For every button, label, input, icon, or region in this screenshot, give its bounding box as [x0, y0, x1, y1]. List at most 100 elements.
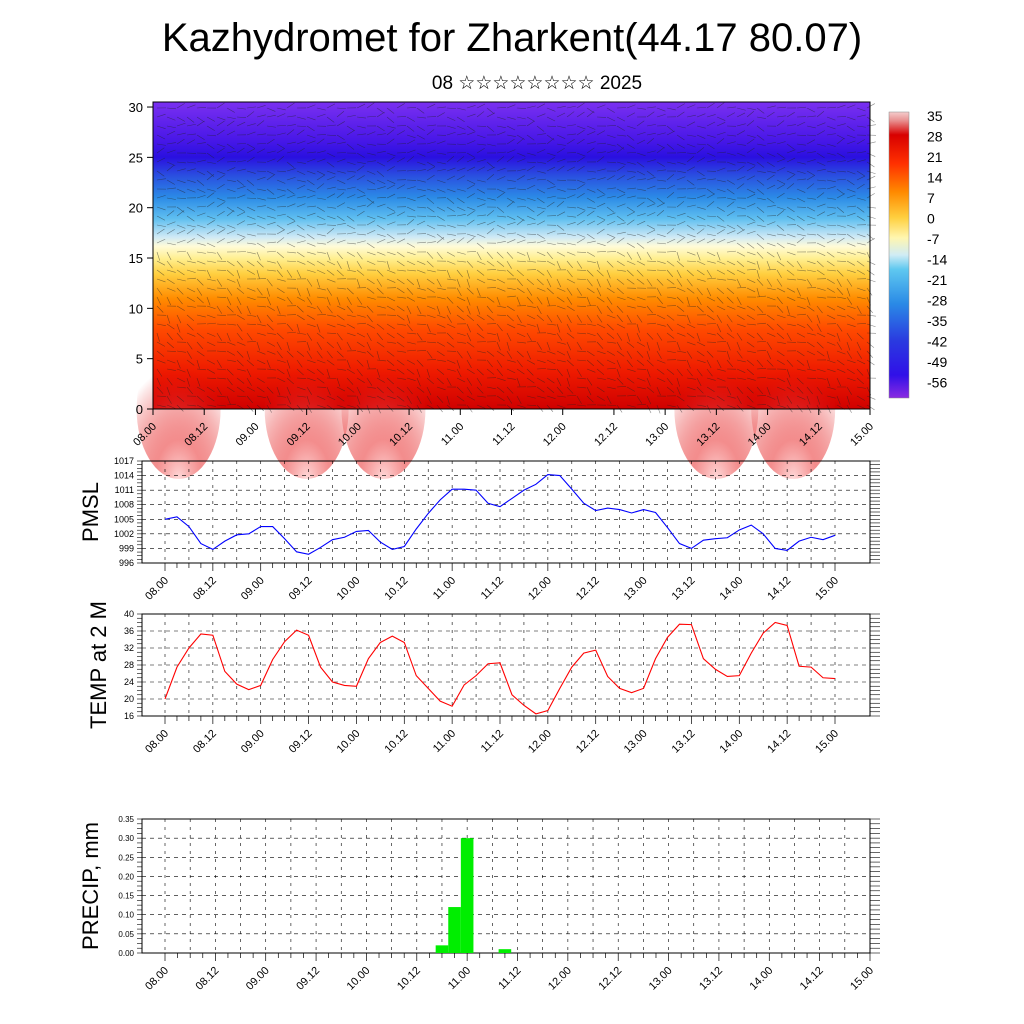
precip-ytick-label: 0.00 [118, 949, 134, 958]
precip-xtick-label: 08.00 [143, 965, 171, 993]
temp-ytick-label: 20 [124, 694, 134, 704]
precip-xtick-label: 09.12 [294, 965, 322, 993]
precip-xtick-label: 11.00 [446, 965, 473, 992]
colorbar-label: -49 [927, 354, 947, 370]
precip-bar [435, 945, 449, 953]
precip-xtick-label: 13.12 [697, 965, 725, 993]
temp-xtick-label: 11.12 [479, 728, 506, 755]
temp-xtick-label: 08.00 [143, 728, 171, 756]
pmsl-xtick-label: 15.00 [813, 575, 841, 603]
precip-ytick-label: 0.05 [118, 930, 134, 939]
heatmap-ytick-label: 20 [129, 201, 143, 216]
wind-barbs [156, 102, 877, 414]
precip-xtick-label: 15.00 [848, 965, 876, 993]
colorbar-label: 7 [927, 190, 935, 206]
pmsl-ytick-label: 1005 [114, 514, 134, 524]
temp-xtick-label: 10.00 [335, 728, 363, 756]
heatmap-ytick-label: 5 [136, 352, 143, 367]
temp-xtick-label: 12.12 [574, 728, 602, 756]
precip-ytick-label: 0.15 [118, 892, 134, 901]
pmsl-xtick-label: 08.12 [191, 575, 219, 603]
temp-ylabel: TEMP at 2 M [86, 601, 111, 729]
precip-xtick-label: 10.12 [395, 965, 423, 993]
pmsl-ylabel: PMSL [78, 482, 103, 542]
temp-series-line [164, 621, 836, 715]
colorbar-label: -7 [927, 231, 940, 247]
temp-xtick-label: 13.12 [670, 728, 698, 756]
pmsl-xtick-label: 10.00 [335, 575, 363, 603]
pmsl-xtick-label: 09.00 [239, 575, 267, 603]
heatmap-xtick-label: 11.00 [439, 421, 466, 448]
precip-ytick-label: 0.25 [118, 853, 134, 862]
pmsl-xtick-label: 11.00 [431, 575, 458, 602]
temp-ytick-label: 24 [124, 677, 134, 687]
temp-ytick-label: 40 [124, 609, 134, 619]
heatmap-xtick-label: 12.00 [541, 421, 569, 449]
precip-xtick-label: 10.00 [345, 965, 373, 993]
temp-ytick-label: 28 [124, 660, 134, 670]
pmsl-xtick-label: 13.00 [622, 575, 650, 603]
heatmap-ytick-label: 15 [129, 251, 143, 266]
heatmap-ytick-label: 30 [129, 100, 143, 115]
pmsl-xtick-label: 13.12 [670, 575, 698, 603]
temp-panel: 16 20 24 28 32 36 40 08.00 08.12 09.00 09.12 10.00 1… [86, 601, 880, 756]
pmsl-ytick-label: 1008 [114, 500, 134, 510]
precip-xtick-label: 14.00 [747, 965, 775, 993]
temp-xtick-label: 11.00 [431, 728, 458, 755]
pmsl-xtick-label: 08.00 [143, 575, 171, 603]
precip-ylabel: PRECIP, mm [78, 822, 103, 950]
precip-bar [460, 838, 474, 953]
heatmap-ytick-label: 0 [136, 402, 143, 417]
temp-xtick-label: 09.12 [287, 728, 315, 756]
temp-ytick-label: 16 [124, 711, 134, 721]
pmsl-ytick-label: 1017 [114, 456, 134, 466]
pmsl-panel: 996 999 1002 1005 1008 1011 1014 1017 08.00 08.12… [78, 456, 880, 603]
precip-ytick-label: 0.35 [118, 815, 134, 824]
heatmap-ytick-label: 10 [129, 301, 143, 316]
temp-xtick-label: 12.00 [526, 728, 554, 756]
pmsl-frame [141, 460, 871, 564]
pmsl-ytick-label: 1002 [114, 529, 134, 539]
temp-ytick-label: 36 [124, 626, 134, 636]
pmsl-ytick-label: 999 [119, 543, 134, 553]
heatmap-xtick-label: 09.00 [234, 421, 262, 449]
chart-subtitle: 08 ☆☆☆☆☆☆☆☆ 2025 [431, 73, 643, 94]
temp-xtick-label: 08.12 [191, 728, 219, 756]
colorbar-label: 28 [927, 129, 943, 145]
temp-xtick-label: 13.00 [622, 728, 650, 756]
heatmap-xtick-label: 11.12 [490, 421, 517, 448]
precip-xtick-label: 08.12 [194, 965, 222, 993]
precip-ytick-label: 0.20 [118, 872, 134, 881]
precip-panel: 0.00 0.05 0.10 0.15 0.20 0.25 0.30 0.35 08.00 08.… [78, 815, 880, 993]
pmsl-ytick-label: 1014 [114, 471, 134, 481]
heatmap-xtick-label: 12.12 [592, 421, 620, 449]
colorbar-label: 0 [927, 211, 935, 227]
pmsl-xtick-label: 10.12 [382, 575, 410, 603]
temp-xtick-label: 15.00 [813, 728, 841, 756]
temp-xtick-label: 09.00 [239, 728, 267, 756]
pmsl-xtick-label: 12.00 [526, 575, 554, 603]
colorbar-label: -42 [927, 334, 947, 350]
colorbar-label: -14 [927, 252, 947, 268]
chart-title: Kazhydromet for Zharkent(44.17 80.07) [161, 16, 863, 60]
precip-bar [448, 907, 461, 953]
pmsl-ytick-label: 996 [119, 558, 134, 568]
precip-xtick-label: 12.12 [596, 965, 624, 993]
pmsl-xtick-label: 14.00 [717, 575, 745, 603]
pmsl-xtick-label: 11.12 [479, 575, 506, 602]
pmsl-xtick-label: 09.12 [287, 575, 315, 603]
colorbar-label: -56 [927, 375, 947, 391]
temp-xtick-label: 14.00 [717, 728, 745, 756]
pmsl-series-line [164, 474, 836, 555]
precip-xtick-label: 14.12 [798, 965, 826, 993]
colorbar-label: -21 [927, 272, 947, 288]
colorbar-label: -28 [927, 293, 947, 309]
precip-ytick-label: 0.30 [118, 834, 134, 843]
precip-ytick-label: 0.10 [118, 911, 134, 920]
colorbar-label: 35 [927, 108, 943, 124]
precip-xtick-label: 12.00 [546, 965, 574, 993]
precip-bar [498, 949, 512, 953]
heatmap-xtick-label: 15.00 [848, 421, 876, 449]
pmsl-ytick-label: 1011 [115, 485, 134, 495]
heatmap-xtick-label: 13.00 [643, 421, 671, 449]
